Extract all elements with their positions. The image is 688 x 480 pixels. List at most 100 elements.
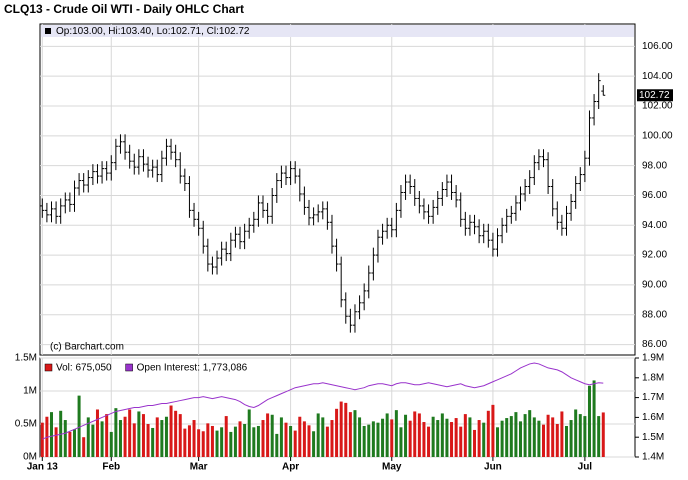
volume-bar [519,421,523,457]
last-price-label: 102.72 [639,90,670,101]
volume-bar [454,418,458,457]
volume-bar [325,426,329,457]
volume-bar [413,411,417,457]
volume-bar [77,395,81,457]
legend-text: Vol: 675,050 [56,363,112,374]
y2-tick-label: 1.8M [642,372,664,383]
y-tick-label: 96.00 [642,190,667,201]
y-tick-label: 90.00 [642,280,667,291]
volume-bar [390,419,394,457]
volume-bar [68,431,72,457]
volume-bar [215,430,219,457]
volume-bar [427,426,431,457]
y-tick-label: 1M [23,386,37,397]
volume-bar [279,417,283,457]
legend-bar [41,25,634,37]
volume-bar [151,427,155,457]
volume-bar [86,417,90,457]
volume-bar [445,418,449,457]
volume-bar [574,409,578,457]
volume-bar [473,429,477,457]
volume-bar [293,430,297,457]
volume-bar [128,409,132,457]
volume-bar [587,385,591,457]
volume-bar [137,411,141,457]
volume-bar [224,416,228,457]
x-tick-label: Jul [578,462,593,473]
volume-bar [532,417,536,457]
volume-bar [546,414,550,457]
y-tick-label: 92.00 [642,250,667,261]
y2-tick-label: 1.7M [642,392,664,403]
volume-bar [100,421,104,457]
legend-swatch [45,28,51,34]
volume-bar [394,410,398,457]
volume-bar [367,424,371,457]
volume-bar [238,421,242,457]
volume-bar [482,422,486,457]
volume-bar [114,408,118,457]
volume-bar [339,401,343,457]
volume-bar [440,413,444,457]
y-tick-label: 98.00 [642,160,667,171]
volume-bar [477,420,481,457]
volume-bar [197,429,201,457]
volume-bar [344,402,348,457]
volume-bar [450,422,454,457]
y-tick-label: 0.5M [15,419,37,430]
volume-bar [371,421,375,457]
x-tick-label: Jan 13 [27,462,59,473]
volume-bar [210,425,214,457]
volume-bar [49,412,53,457]
volume-bar [348,412,352,457]
volume-bar [417,413,421,457]
volume-bar [118,420,122,457]
volume-bar [463,414,467,457]
legend-text: Open Interest: 1,773,086 [137,363,248,374]
chart-title: CLQ13 - Crude Oil WTI - Daily OHLC Chart [4,2,244,16]
volume-bar [40,422,44,457]
volume-bar [169,405,173,457]
y-tick-label: 100.00 [642,130,673,141]
volume-bar [201,431,205,457]
volume-bar [353,410,357,457]
y-tick-label: 94.00 [642,220,667,231]
volume-bar [132,423,136,457]
volume-bar [275,433,279,457]
volume-bar [252,427,256,457]
volume-bar [459,426,463,457]
volume-bar [302,421,306,457]
y2-tick-label: 1.4M [642,452,664,463]
x-tick-label: Mar [190,462,208,473]
volume-bar [422,422,426,457]
volume-bar [376,422,380,457]
volume-bar [564,425,568,457]
y-tick-label: 1.5M [15,353,37,364]
volume-bar [316,413,320,457]
volume-bar [468,417,472,457]
volume-bar [164,416,168,457]
volume-bar [233,426,237,457]
volume-bar [381,418,385,457]
volume-bar [91,424,95,457]
volume-bar [160,420,164,457]
y-tick-label: 102.00 [642,101,673,112]
volume-bar [436,420,440,457]
volume-bar [141,414,145,457]
volume-bar [385,413,389,457]
volume-bar [192,420,196,457]
volume-bar [146,424,150,457]
volume-bar [298,416,302,457]
legend-swatch [125,363,133,372]
last-price-box [637,89,673,102]
volume-bar [578,414,582,457]
volume-bar [95,409,99,457]
x-tick-label: May [382,462,402,473]
x-tick-label: Jun [484,462,502,473]
volume-bar [321,417,325,457]
x-tick-label: Feb [102,462,120,473]
volume-bar [54,427,58,457]
source-label: (c) Barchart.com [50,342,124,353]
volume-bar [187,425,191,457]
